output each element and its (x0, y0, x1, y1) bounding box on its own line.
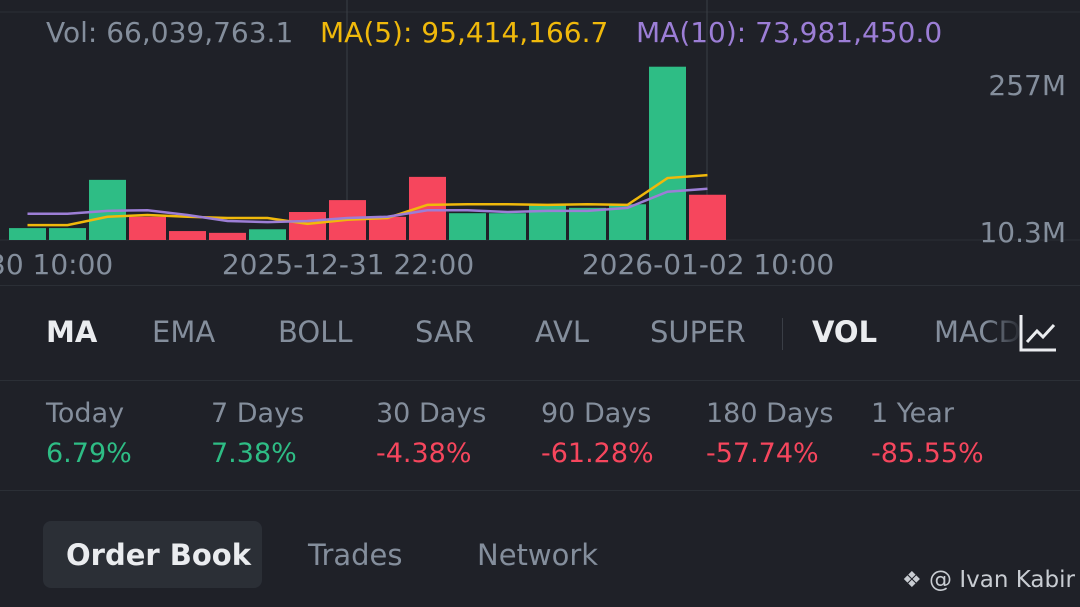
ma-line (27, 187, 708, 224)
period-change: 6.79% (46, 438, 132, 469)
volume-bar (129, 216, 166, 240)
watermark-text: @ Ivan Kabir (929, 567, 1075, 593)
volume-bar (569, 207, 606, 240)
volume-bar (9, 228, 46, 240)
divider (0, 490, 1080, 491)
tab[interactable]: Network (477, 538, 599, 572)
volume-bar (209, 232, 246, 240)
volume-bar (169, 231, 206, 240)
x-tick-label: 2025-12-31 22:00 (222, 248, 474, 281)
indicator-tab[interactable]: BOLL (278, 315, 353, 349)
volume-bar (289, 212, 326, 240)
x-tick-label: 30 10:00 (0, 248, 113, 281)
volume-chart: Vol: 66,039,763.1 MA(5): 95,414,166.7 MA… (0, 0, 1080, 281)
volume-bar (689, 194, 726, 240)
period-label: 1 Year (871, 398, 954, 429)
watermark: ❖ @ Ivan Kabir (902, 567, 1075, 593)
period-change: -57.74% (706, 438, 819, 469)
ma5-label: MA(5): 95,414,166.7 (320, 16, 608, 49)
indicator-tab[interactable]: MA (46, 315, 98, 349)
tab[interactable]: Order Book (66, 538, 252, 572)
vol-label: Vol: 66,039,763.1 (46, 16, 293, 49)
separator (782, 318, 783, 350)
indicator-tab[interactable]: SAR (415, 315, 474, 349)
period-label: 30 Days (376, 398, 487, 429)
divider (0, 380, 1080, 381)
indicator-tab[interactable]: EMA (152, 315, 216, 349)
volume-bar (49, 228, 86, 240)
volume-bar (369, 216, 406, 240)
y-tick-label: 10.3M (979, 216, 1066, 249)
x-tick-label: 2026-01-02 10:00 (582, 248, 834, 281)
volume-bar (489, 213, 526, 240)
tab[interactable]: Trades (308, 538, 403, 572)
volume-bar (609, 204, 646, 240)
period-change: 7.38% (211, 438, 297, 469)
chart-settings-icon[interactable] (1018, 313, 1058, 353)
ma-line (27, 173, 708, 227)
indicator-tab[interactable]: SUPER (650, 315, 746, 349)
volume-bar (449, 213, 486, 240)
period-label: 7 Days (211, 398, 305, 429)
ma10-label: MA(10): 73,981,450.0 (636, 16, 942, 49)
period-change: -4.38% (376, 438, 472, 469)
period-label: 90 Days (541, 398, 652, 429)
indicator-tab[interactable]: AVL (535, 315, 589, 349)
divider (0, 285, 1080, 286)
period-change: -85.55% (871, 438, 984, 469)
volume-bar (649, 66, 686, 240)
period-label: 180 Days (706, 398, 834, 429)
indicator-tab[interactable]: VOL (812, 315, 878, 349)
period-change: -61.28% (541, 438, 654, 469)
active-tab-bg (43, 521, 262, 588)
period-label: Today (46, 398, 125, 429)
y-tick-label: 257M (988, 69, 1066, 102)
volume-bar (249, 229, 286, 240)
